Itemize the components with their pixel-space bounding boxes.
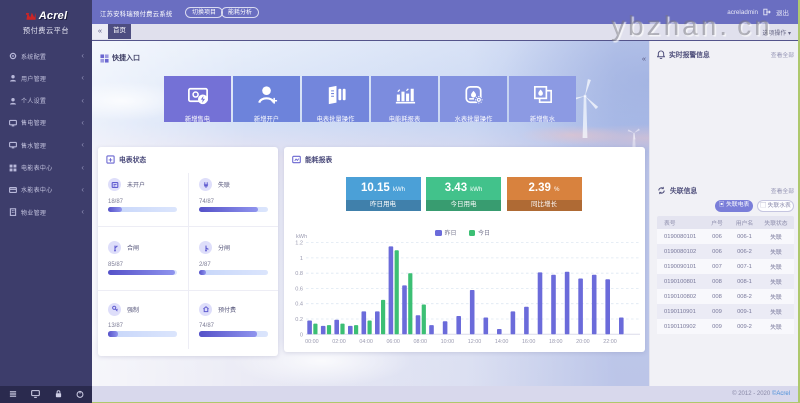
svg-text:0: 0 bbox=[300, 332, 303, 338]
svg-text:0.4: 0.4 bbox=[295, 302, 303, 308]
svg-text:0.8: 0.8 bbox=[295, 271, 303, 277]
svg-text:10:00: 10:00 bbox=[441, 339, 455, 345]
svg-text:1: 1 bbox=[300, 256, 303, 262]
svg-text:12:00: 12:00 bbox=[468, 339, 482, 345]
svg-text:22:00: 22:00 bbox=[603, 339, 617, 345]
svg-text:16:00: 16:00 bbox=[522, 339, 536, 345]
svg-text:02:00: 02:00 bbox=[332, 339, 346, 345]
svg-text:06:00: 06:00 bbox=[386, 339, 400, 345]
svg-text:0.6: 0.6 bbox=[295, 287, 303, 293]
svg-text:0.2: 0.2 bbox=[295, 317, 303, 323]
svg-text:08:00: 08:00 bbox=[414, 339, 428, 345]
svg-text:00:00: 00:00 bbox=[305, 339, 319, 345]
svg-text:kWh: kWh bbox=[296, 234, 307, 240]
svg-text:04:00: 04:00 bbox=[359, 339, 373, 345]
svg-text:14:00: 14:00 bbox=[495, 339, 509, 345]
svg-text:18:00: 18:00 bbox=[549, 339, 563, 345]
svg-text:20:00: 20:00 bbox=[576, 339, 590, 345]
svg-text:1.2: 1.2 bbox=[295, 241, 303, 247]
